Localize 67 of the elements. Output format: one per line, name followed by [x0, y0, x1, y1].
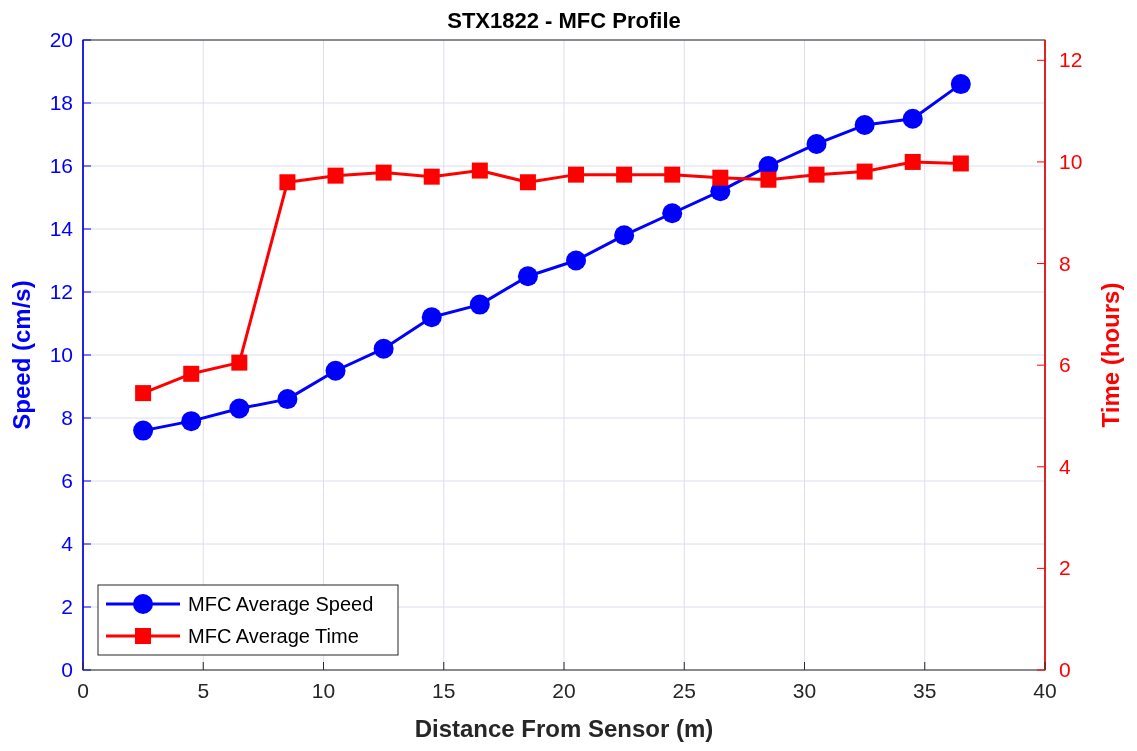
point — [373, 338, 394, 359]
point — [566, 250, 587, 271]
point — [760, 171, 777, 188]
x-tick-label: 0 — [77, 679, 89, 702]
y-tick-label: 4 — [61, 532, 74, 555]
point — [662, 203, 683, 224]
point — [135, 385, 152, 402]
point — [614, 225, 635, 246]
x-tick-label: 10 — [311, 679, 336, 702]
point — [469, 294, 490, 315]
point — [375, 164, 392, 181]
x-tick-label: 35 — [913, 679, 937, 702]
point — [712, 169, 729, 186]
point — [279, 174, 296, 191]
x-tick-label: 15 — [432, 679, 456, 702]
y-tick-label: 10 — [49, 343, 73, 366]
point — [517, 266, 538, 287]
y-tick-label: 20 — [49, 28, 73, 51]
point — [327, 167, 344, 184]
y2-tick-label: 12 — [1059, 48, 1083, 72]
point — [229, 398, 250, 419]
point — [277, 389, 298, 410]
point — [854, 115, 875, 136]
y-tick-label: 14 — [49, 217, 74, 240]
y-tick-label: 0 — [61, 658, 73, 681]
point — [423, 168, 440, 185]
point — [952, 155, 969, 172]
point — [325, 360, 346, 381]
point — [806, 133, 827, 154]
y2-tick-label: 2 — [1059, 556, 1071, 580]
point — [421, 307, 442, 328]
point — [902, 108, 923, 129]
y-axis-title: Speed (cm/s) — [8, 280, 35, 430]
chart-title: STX1822 - MFC Profile — [447, 8, 681, 33]
point — [808, 166, 825, 183]
legend-label: MFC Average Time — [188, 625, 359, 647]
point — [664, 166, 681, 183]
y-tick-label: 2 — [61, 595, 73, 618]
y2-tick-label: 10 — [1059, 149, 1083, 173]
y2-tick-label: 6 — [1059, 353, 1071, 377]
x-axis-title: Distance From Sensor (m) — [414, 715, 714, 742]
point — [856, 163, 873, 180]
point — [568, 166, 585, 183]
legend-label: MFC Average Speed — [188, 593, 374, 615]
x-tick-label: 40 — [1033, 679, 1057, 702]
x-tick-label: 25 — [672, 679, 696, 702]
point — [471, 162, 488, 179]
y2-tick-label: 0 — [1059, 658, 1071, 681]
point — [950, 74, 971, 95]
point — [519, 174, 536, 191]
y-tick-label: 8 — [61, 406, 73, 429]
point — [183, 365, 200, 382]
y-tick-label: 12 — [49, 280, 73, 303]
point — [904, 153, 921, 170]
x-tick-label: 5 — [197, 679, 210, 702]
y2-tick-label: 8 — [1059, 251, 1071, 275]
x-tick-label: 30 — [792, 679, 817, 702]
y2-tick-label: 4 — [1059, 454, 1071, 478]
x-tick-label: 20 — [552, 679, 576, 702]
point — [133, 420, 154, 441]
point — [181, 411, 202, 432]
y-tick-label: 6 — [61, 469, 73, 492]
point — [616, 166, 633, 183]
y2-axis-title: Time (hours) — [1097, 282, 1124, 428]
y-tick-label: 18 — [49, 91, 73, 114]
y-tick-label: 16 — [49, 154, 73, 177]
point — [231, 354, 248, 371]
